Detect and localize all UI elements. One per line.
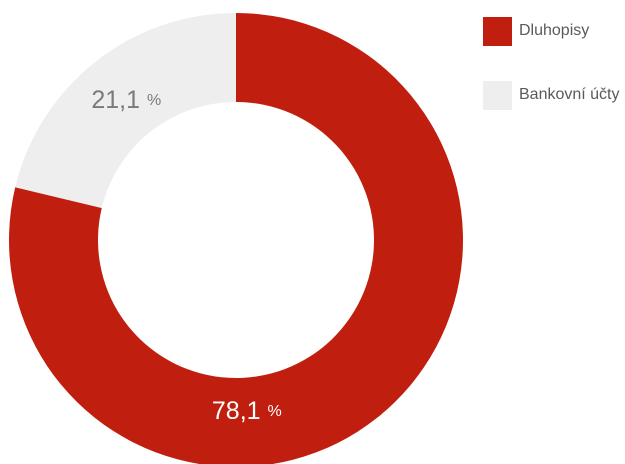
legend-label-dluhopisy: Dluhopisy xyxy=(519,22,589,40)
legend: Dluhopisy Bankovní účty xyxy=(483,16,620,144)
slice-unit-0: % xyxy=(268,403,282,420)
slice-value-0: 78,1 xyxy=(212,397,268,425)
legend-item-bankovni-ucty[interactable]: Bankovní účty xyxy=(483,80,620,110)
slice-unit-1: % xyxy=(147,92,161,109)
legend-label-bankovni-ucty: Bankovní účty xyxy=(519,86,620,104)
legend-swatch-dluhopisy xyxy=(483,17,512,46)
legend-item-dluhopisy[interactable]: Dluhopisy xyxy=(483,16,620,46)
slice-value-1: 21,1 xyxy=(91,86,147,114)
legend-swatch-bankovni-ucty xyxy=(483,81,512,110)
